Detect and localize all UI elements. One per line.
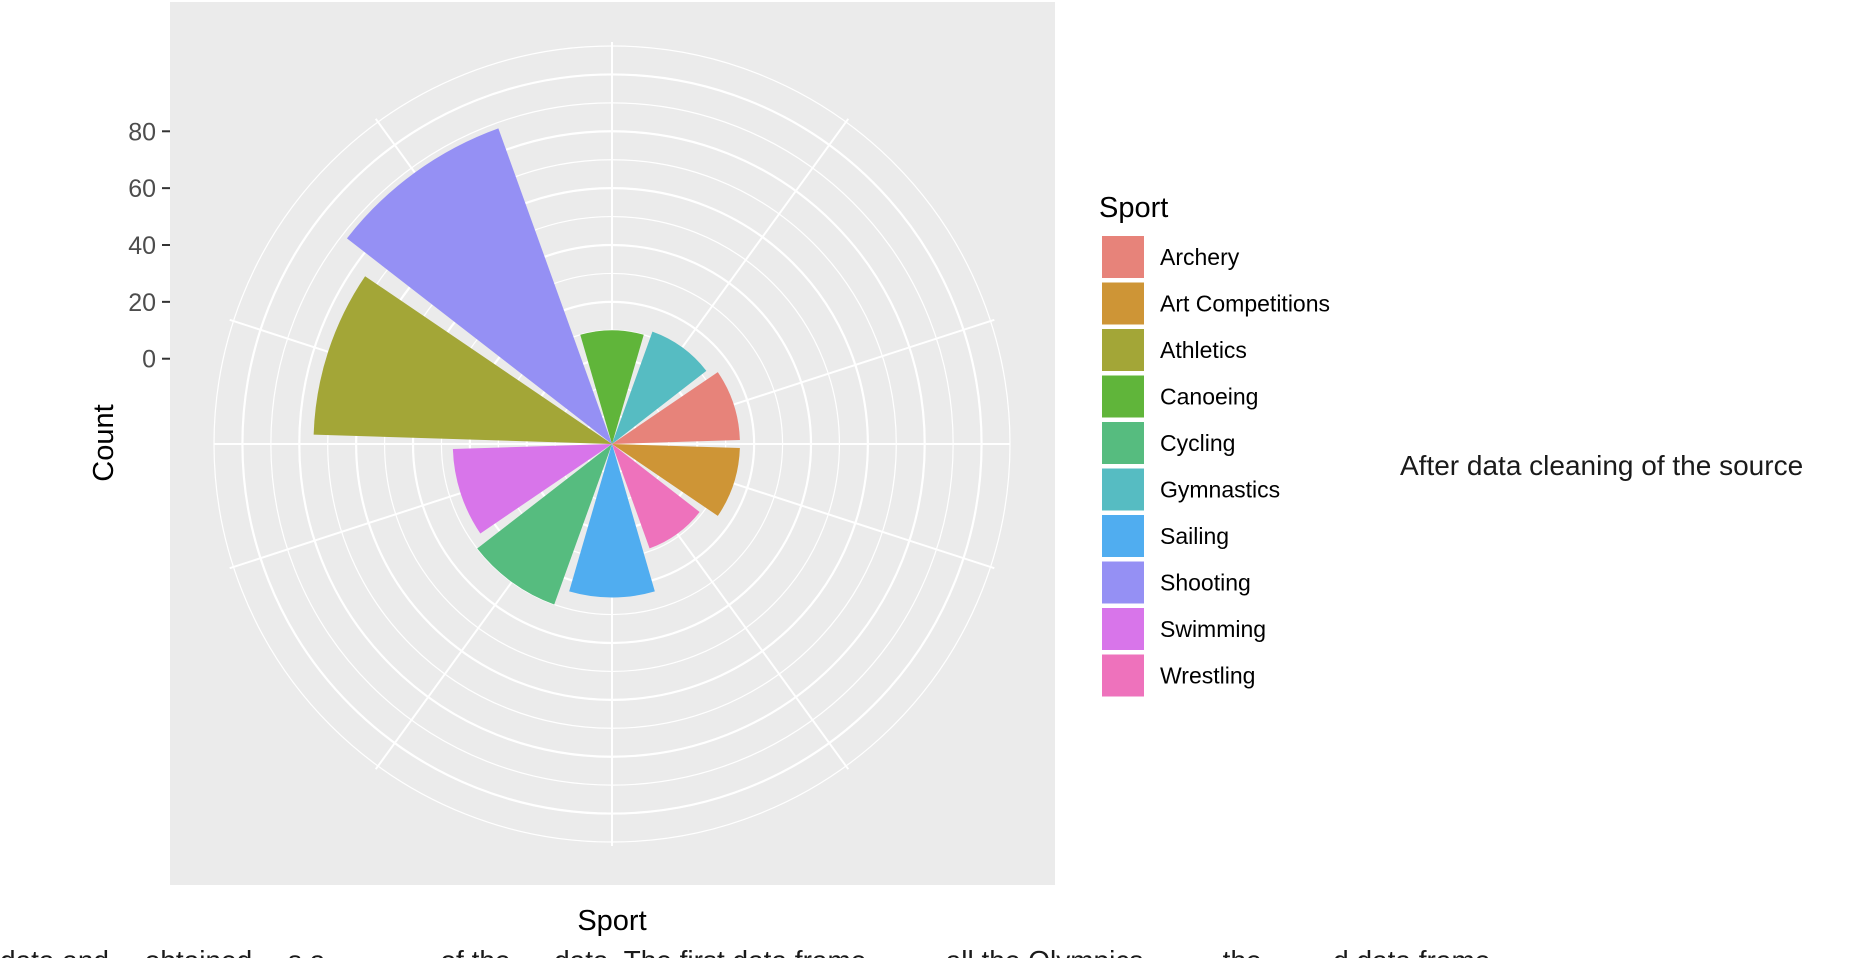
legend-label: Athletics [1160,337,1247,363]
legend-label: Swimming [1160,616,1266,642]
bar-archery [612,372,740,444]
bar-gymnastics [612,331,707,444]
legend-label: Gymnastics [1160,477,1280,503]
legend-key [1102,236,1144,278]
legend-key [1102,515,1144,557]
legend-label: Canoeing [1160,384,1258,410]
legend-key [1102,608,1144,650]
bar-athletics [313,276,612,444]
legend-label: Shooting [1160,570,1251,596]
bar-swimming [452,444,612,534]
y-tick-label: 40 [128,232,156,260]
legend-key [1102,468,1144,511]
y-tick-label: 0 [142,346,156,374]
bar-cycling [477,444,612,605]
y-axis-title: Count [88,404,120,481]
x-axis-title: Sport [577,905,646,937]
y-tick-label: 60 [128,175,156,203]
y-tick-label: 20 [128,289,156,317]
y-tick-label: 80 [128,118,156,146]
bar-art-competitions [612,444,740,516]
legend-label: Archery [1160,244,1240,270]
legend-key [1102,654,1144,697]
legend: Sport Archery Art Competitions Athletics Ca… [1099,192,1330,697]
legend-label: Cycling [1160,430,1235,456]
y-axis: 0 20 40 60 80 [128,118,170,374]
legend-title: Sport [1099,192,1168,224]
legend-label: Sailing [1160,523,1229,549]
legend-label: Wrestling [1160,663,1255,689]
bottom-caption: data and… obtained …s a … … … of the … d… [0,945,1562,958]
legend-key [1102,375,1144,418]
bar-wrestling [612,444,700,549]
legend-label: Art Competitions [1160,291,1330,317]
legend-key [1102,329,1144,371]
bars [313,128,740,605]
side-annotation: After data cleaning of the source [1400,450,1803,481]
bar-canoeing [580,330,644,444]
legend-key [1102,282,1144,325]
bar-sailing [569,444,655,598]
legend-key [1102,561,1144,604]
bar-shooting [346,128,612,445]
legend-key [1102,422,1144,464]
